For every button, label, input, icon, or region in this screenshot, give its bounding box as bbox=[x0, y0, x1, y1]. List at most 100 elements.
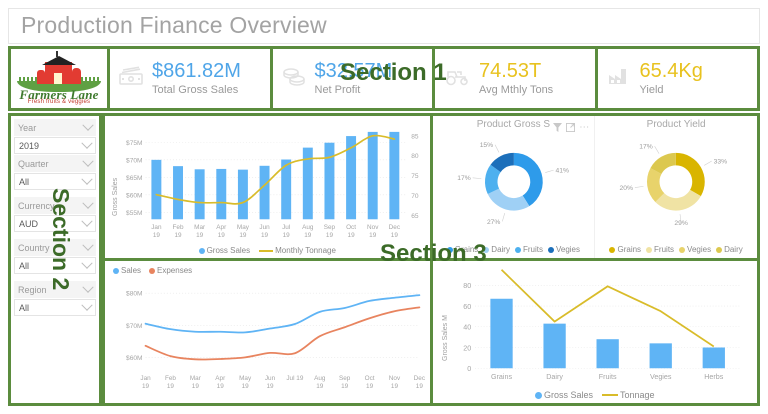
svg-text:Jun: Jun bbox=[259, 224, 270, 231]
svg-text:20%: 20% bbox=[620, 185, 633, 192]
filter-header-quarter[interactable]: Quarter bbox=[14, 155, 96, 172]
svg-text:19: 19 bbox=[366, 383, 374, 390]
focus-mode-icon[interactable] bbox=[566, 119, 576, 137]
svg-text:Fruits: Fruits bbox=[598, 372, 616, 381]
svg-text:Mar: Mar bbox=[190, 375, 201, 382]
svg-text:Herbs: Herbs bbox=[704, 372, 723, 381]
svg-text:Sep: Sep bbox=[324, 224, 336, 231]
svg-text:70: 70 bbox=[411, 193, 419, 200]
chart-gross-sales-tonnage-combo[interactable]: Gross Sales $55M $60M $65M $70M $75M 65 70 75 80… bbox=[105, 116, 430, 258]
filter-value-currency[interactable]: AUD bbox=[14, 215, 96, 232]
filter-icon[interactable] bbox=[553, 119, 563, 137]
coins-icon bbox=[282, 66, 308, 91]
svg-text:19: 19 bbox=[218, 232, 226, 239]
brand-logo-card: Farmers Lane Fresh fruits & veggies bbox=[11, 49, 107, 108]
svg-text:Aug: Aug bbox=[314, 375, 326, 382]
svg-text:Dec: Dec bbox=[389, 224, 400, 231]
logo-name: Farmers Lane bbox=[19, 86, 99, 102]
svg-text:80: 80 bbox=[411, 153, 419, 160]
svg-text:Dec: Dec bbox=[414, 375, 425, 382]
legend-label: Gross Sales bbox=[206, 246, 251, 255]
charts-grid: Gross Sales $55M $60M $65M $70M $75M 65 70 75 80… bbox=[102, 113, 760, 406]
svg-text:$80M: $80M bbox=[126, 291, 142, 298]
legend-label: Vegies bbox=[687, 245, 712, 254]
legend-label: Sales bbox=[121, 266, 142, 275]
donut-panels-row: Product Gross S ⋯ 41% 27% 17% 15% Grains Da… bbox=[432, 116, 757, 258]
svg-text:Jan: Jan bbox=[151, 224, 162, 231]
legend-label: Fruits bbox=[654, 245, 675, 254]
svg-text:Oct: Oct bbox=[365, 375, 375, 382]
filter-value-quarter[interactable]: All bbox=[14, 173, 96, 190]
filter-value: All bbox=[19, 302, 30, 313]
kpi-yield[interactable]: 65.4Kg Yield bbox=[597, 49, 757, 108]
kpi-label: Yield bbox=[639, 84, 664, 96]
money-icon bbox=[119, 66, 145, 91]
svg-text:19: 19 bbox=[326, 232, 334, 239]
svg-text:Apr: Apr bbox=[215, 375, 225, 382]
chart-gross-sales-by-product[interactable]: Gross Sales M 0 20 40 60 80 Grains Dairy Fruits… bbox=[432, 261, 758, 403]
legend-label: Gross Sales bbox=[543, 390, 593, 400]
svg-text:19: 19 bbox=[348, 232, 356, 239]
factory-icon bbox=[607, 66, 633, 91]
page-title: Production Finance Overview bbox=[21, 12, 327, 38]
kpi-total-gross-sales[interactable]: $861.82M Total Gross Sales bbox=[110, 49, 270, 108]
page-title-bar: Production Finance Overview bbox=[8, 8, 760, 44]
legend-label: Vegies bbox=[555, 245, 580, 254]
chart-sales-expenses-line[interactable]: Sales Expenses $60M $70M $80M Jan 19 Feb 19 Mar… bbox=[105, 261, 430, 403]
chart-legend: Sales Expenses bbox=[105, 266, 430, 275]
chart-legend: Gross Sales Monthly Tonnage bbox=[105, 246, 430, 255]
filter-name: Quarter bbox=[18, 158, 49, 169]
chart-legend: Gross Sales Tonnage bbox=[433, 390, 758, 400]
chart-legend: Grains Fruits Vegies Dairy bbox=[595, 245, 757, 254]
filter-name: Year bbox=[18, 122, 37, 133]
svg-text:19: 19 bbox=[167, 383, 175, 390]
line-chart-plot: $60M$70M$80MJan19Feb19Mar19Apr19May19Jun… bbox=[126, 291, 425, 390]
legend-label: Monthly Tonnage bbox=[275, 246, 336, 255]
chart-product-yield[interactable]: Product Yield 33% 29% 20% 17% Grains Fruits… bbox=[595, 116, 757, 258]
svg-text:19: 19 bbox=[142, 383, 150, 390]
filter-header-year[interactable]: Year bbox=[14, 119, 96, 136]
filter-value: All bbox=[19, 260, 30, 271]
panel-header-icons: ⋯ bbox=[553, 119, 589, 137]
chevron-down-icon bbox=[81, 257, 93, 269]
kpi-value: $32.57M bbox=[314, 60, 393, 82]
svg-text:Dairy: Dairy bbox=[546, 372, 563, 381]
svg-text:19: 19 bbox=[192, 383, 200, 390]
kpi-net-profit[interactable]: $32.57M Net Profit bbox=[272, 49, 432, 108]
svg-text:$65M: $65M bbox=[126, 175, 142, 182]
svg-text:19: 19 bbox=[174, 232, 182, 239]
svg-text:19: 19 bbox=[369, 232, 377, 239]
filter-header-currency[interactable]: Currency bbox=[14, 197, 96, 214]
filter-value-year[interactable]: 2019 bbox=[14, 137, 96, 154]
legend-label: Expenses bbox=[157, 266, 193, 275]
svg-text:Jul: Jul bbox=[282, 224, 290, 231]
svg-text:29%: 29% bbox=[675, 220, 688, 227]
more-options-icon[interactable]: ⋯ bbox=[579, 122, 590, 133]
overlay-section-3: Section 3 bbox=[380, 240, 487, 267]
svg-text:$75M: $75M bbox=[126, 140, 142, 147]
svg-text:65: 65 bbox=[411, 213, 419, 220]
legend-label: Tonnage bbox=[619, 390, 655, 400]
product-chart-plot: 0 20 40 60 80 Grains Dairy Fruits Vegies Herbs bbox=[463, 269, 740, 381]
filter-header-country[interactable]: Country bbox=[14, 239, 96, 256]
filter-name: Region bbox=[18, 284, 47, 295]
chart-product-gross-sales[interactable]: Product Gross S ⋯ 41% 27% 17% 15% Grains Da… bbox=[433, 116, 596, 258]
svg-text:Nov: Nov bbox=[367, 224, 379, 231]
filter-value-country[interactable]: All bbox=[14, 257, 96, 274]
filter-header-region[interactable]: Region bbox=[14, 281, 96, 298]
y-axis-title: Gross Sales M bbox=[441, 315, 449, 361]
svg-text:80: 80 bbox=[463, 281, 471, 290]
svg-text:75: 75 bbox=[411, 173, 419, 180]
kpi-avg-monthly-tons[interactable]: 74.53T Avg Mthly Tons bbox=[435, 49, 595, 108]
svg-text:Vegies: Vegies bbox=[649, 372, 671, 381]
chart-legend: Grains Dairy Fruits Vegies bbox=[433, 245, 595, 254]
tractor-icon bbox=[444, 66, 472, 91]
legend-label: Grains bbox=[454, 245, 479, 254]
svg-text:May: May bbox=[237, 224, 250, 231]
filter-value-region[interactable]: All bbox=[14, 299, 96, 316]
svg-text:85: 85 bbox=[411, 133, 419, 140]
svg-text:19: 19 bbox=[341, 383, 349, 390]
legend-label: Dairy bbox=[491, 245, 510, 254]
kpi-label: Total Gross Sales bbox=[152, 84, 239, 96]
svg-text:Nov: Nov bbox=[389, 375, 401, 382]
